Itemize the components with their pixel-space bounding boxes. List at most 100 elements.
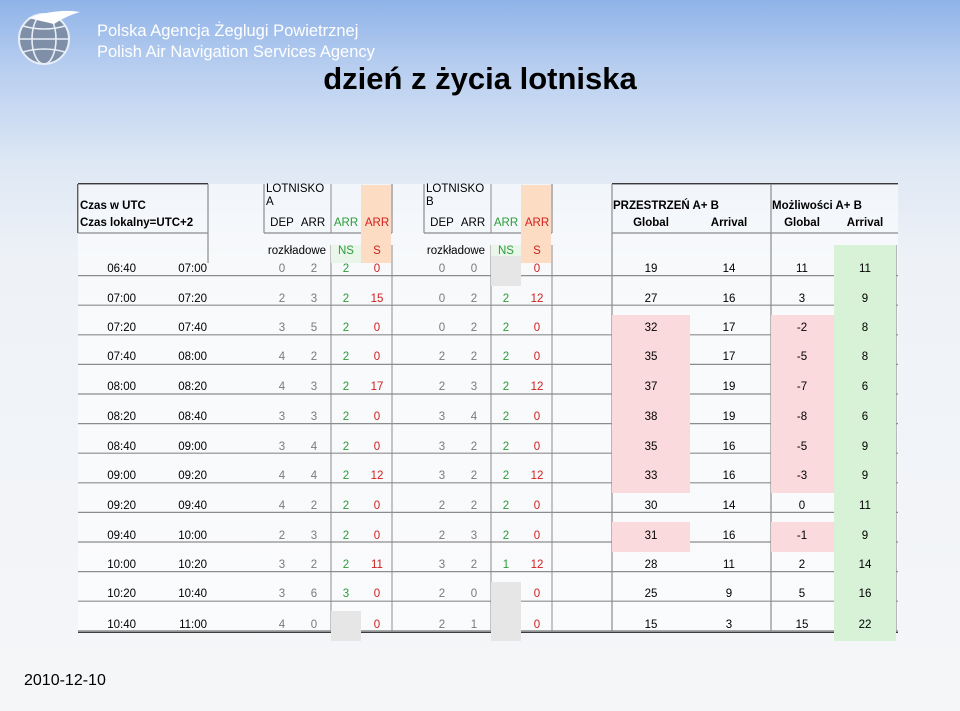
header-a-ns: NS xyxy=(338,245,354,257)
airport-a-cell: 17 xyxy=(370,381,384,393)
table-background xyxy=(78,184,898,632)
airport-b-cell: 2 xyxy=(438,351,446,363)
header-space-global: Global xyxy=(633,217,669,229)
airport-b-cell: 12 xyxy=(530,559,544,571)
airport-b-cell: 2 xyxy=(470,351,478,363)
space-global-cell: 28 xyxy=(644,559,658,571)
space-arrival-alert-shade xyxy=(612,374,690,404)
table-row-time-utc: 09:40 xyxy=(107,530,136,542)
airport-a-cell: 2 xyxy=(342,263,350,275)
slide-date: 2010-12-10 xyxy=(24,672,106,689)
capacity-arrival-shade xyxy=(834,522,896,552)
header-airport-a: LOTNISKO A xyxy=(266,183,325,208)
airport-b-cell: 2 xyxy=(438,500,446,512)
header-a-scheduled: rozkładowe xyxy=(267,245,327,257)
airport-a-cell: 2 xyxy=(278,530,286,542)
airport-a-cell: 2 xyxy=(310,500,318,512)
table-row-time-utc: 10:20 xyxy=(107,588,136,600)
airport-a-cell: 0 xyxy=(373,411,381,423)
header-time-local: Czas lokalny=UTC+2 xyxy=(80,217,194,229)
table-row-time-local: 10:40 xyxy=(178,588,207,600)
airport-b-cell: 3 xyxy=(470,381,478,393)
space-global-cell: 38 xyxy=(644,411,658,423)
airport-b-cell: 0 xyxy=(533,263,541,275)
airport-b-cell: 3 xyxy=(438,411,446,423)
capacity-global-cell: -8 xyxy=(796,411,808,423)
header-b-scheduled: rozkładowe xyxy=(426,245,486,257)
airport-a-cell: 3 xyxy=(278,322,286,334)
space-arrival-cell: 16 xyxy=(722,530,736,542)
capacity-arrival-cell: 22 xyxy=(858,619,872,631)
capacity-arrival-shade xyxy=(834,581,896,612)
capacity-global-cell: 2 xyxy=(798,559,806,571)
capacity-global-cell: -3 xyxy=(796,470,808,482)
header-space-arrival: Arrival xyxy=(710,217,748,229)
airport-a-cell: 2 xyxy=(342,530,350,542)
airport-b-cell: 2 xyxy=(470,441,478,453)
airport-a-cell: 4 xyxy=(310,470,318,482)
airport-a-cell: 4 xyxy=(278,500,286,512)
table-row-time-local: 09:20 xyxy=(178,470,207,482)
airport-a-cell: 2 xyxy=(342,322,350,334)
header-airport-a-arr: ARR xyxy=(364,217,390,229)
table-row-time-local: 10:20 xyxy=(178,559,207,571)
airport-b-cell: 0 xyxy=(533,441,541,453)
header-airport-a-arr: ARR xyxy=(300,217,326,229)
airport-b-cell: 2 xyxy=(502,351,510,363)
airport-a-cell: 15 xyxy=(370,293,384,305)
capacity-arrival-cell: 16 xyxy=(858,588,872,600)
capacity-arrival-cell: 11 xyxy=(859,500,871,512)
capacity-arrival-shade xyxy=(834,404,896,434)
pansa-logo-icon xyxy=(14,6,84,68)
header-airport-a-arr: ARR xyxy=(333,217,359,229)
table-row-time-local: 07:00 xyxy=(178,263,207,275)
airport-b-cell: 2 xyxy=(438,381,446,393)
airport-b-cell: 2 xyxy=(470,470,478,482)
capacity-arrival-shade xyxy=(834,315,896,345)
airport-a-cell: 0 xyxy=(373,441,381,453)
table-row-time-utc: 10:00 xyxy=(107,559,136,571)
airport-b-cell: 2 xyxy=(502,470,510,482)
header-capacity-arrival: Arrival xyxy=(846,217,884,229)
capacity-global-negative-shade xyxy=(771,315,834,345)
capacity-global-negative-shade xyxy=(771,463,834,493)
space-arrival-cell: 16 xyxy=(722,293,736,305)
airport-b-cell: 12 xyxy=(530,293,544,305)
capacity-arrival-cell: 9 xyxy=(861,441,869,453)
organization-name: Polska Agencja Żeglugi Powietrznej Polis… xyxy=(97,21,375,63)
capacity-global-cell: -5 xyxy=(796,351,808,363)
header-time-utc: Czas w UTC xyxy=(80,200,146,212)
airport-a-cell: 3 xyxy=(278,441,286,453)
page-title: dzień z życia lotniska xyxy=(323,61,637,96)
table-row-time-local: 09:40 xyxy=(178,500,207,512)
airport-a-cell: 3 xyxy=(310,530,318,542)
space-global-cell: 19 xyxy=(644,263,658,275)
capacity-global-cell: -5 xyxy=(796,441,808,453)
capacity-arrival-shade xyxy=(834,374,896,404)
airport-b-cell: 0 xyxy=(533,619,541,631)
capacity-arrival-header-shade xyxy=(834,245,896,257)
capacity-global-cell: -7 xyxy=(796,381,808,393)
airport-b-cell: 0 xyxy=(470,588,478,600)
table-row-time-local: 10:00 xyxy=(178,530,207,542)
airport-a-cell: 3 xyxy=(310,293,318,305)
org-name-english: Polish Air Navigation Services Agency xyxy=(97,43,375,61)
airport-b-cell: 2 xyxy=(438,619,446,631)
airport-a-cell: 0 xyxy=(278,263,286,275)
table-row-time-utc: 08:40 xyxy=(107,441,136,453)
table-row-time-local: 08:40 xyxy=(178,411,207,423)
space-arrival-cell: 16 xyxy=(722,441,736,453)
table-row-time-utc: 09:00 xyxy=(107,470,136,482)
airport-a-cell: 2 xyxy=(342,381,350,393)
airport-b-cell: 2 xyxy=(470,293,478,305)
capacity-global-cell: -1 xyxy=(796,530,808,542)
capacity-arrival-shade xyxy=(834,256,896,286)
space-arrival-cell: 14 xyxy=(722,500,736,512)
airport-a-cell: 0 xyxy=(373,500,381,512)
airport-b-cell: 0 xyxy=(438,322,446,334)
table-row-time-utc: 07:40 xyxy=(107,351,136,363)
space-global-cell: 30 xyxy=(644,500,658,512)
space-arrival-alert-shade xyxy=(612,522,690,552)
table-row-time-local: 07:40 xyxy=(178,322,207,334)
capacity-global-cell: 11 xyxy=(796,263,808,275)
